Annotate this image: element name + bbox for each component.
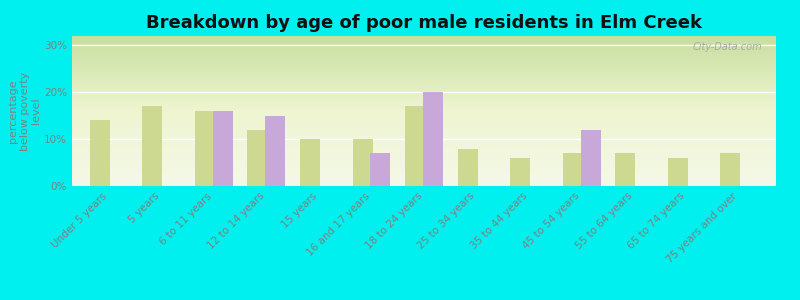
- Bar: [615, 153, 635, 186]
- Bar: [90, 120, 110, 186]
- Y-axis label: percentage
below poverty
level: percentage below poverty level: [8, 71, 42, 151]
- Bar: [370, 153, 390, 186]
- Bar: [423, 92, 443, 186]
- Bar: [510, 158, 530, 186]
- Bar: [266, 116, 286, 186]
- Bar: [405, 106, 425, 186]
- Bar: [213, 111, 233, 186]
- Bar: [668, 158, 688, 186]
- Text: City-Data.com: City-Data.com: [692, 42, 762, 52]
- Bar: [458, 148, 478, 186]
- Bar: [300, 139, 320, 186]
- Bar: [720, 153, 740, 186]
- Bar: [195, 111, 215, 186]
- Bar: [581, 130, 601, 186]
- Bar: [247, 130, 267, 186]
- Title: Breakdown by age of poor male residents in Elm Creek: Breakdown by age of poor male residents …: [146, 14, 702, 32]
- Bar: [353, 139, 373, 186]
- Bar: [142, 106, 162, 186]
- Bar: [562, 153, 582, 186]
